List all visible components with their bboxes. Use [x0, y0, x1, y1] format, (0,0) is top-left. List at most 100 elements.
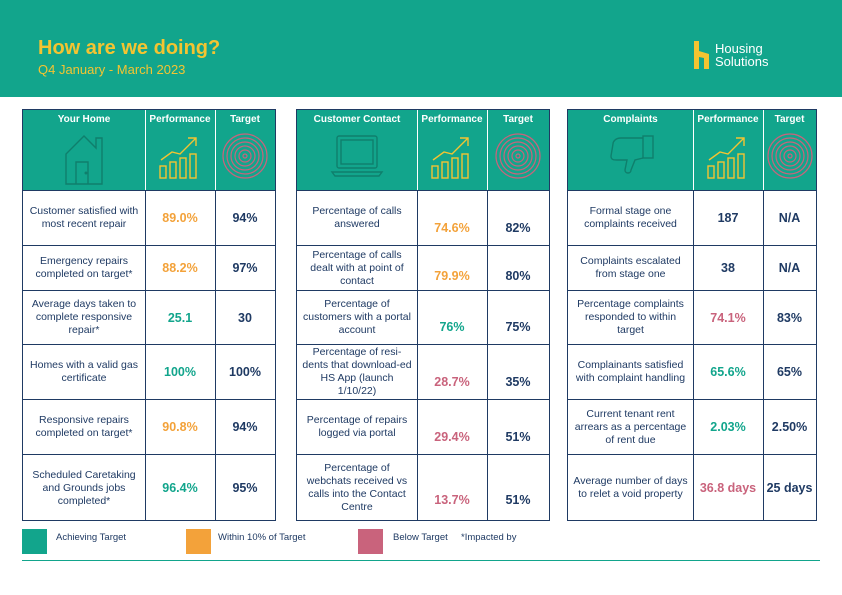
- table-row: Percentage of webchats received vs calls…: [297, 454, 549, 521]
- complaints-table: Complaints Performance Target Formal stage …: [567, 109, 817, 521]
- performance-label: Performance: [421, 114, 483, 125]
- legend-swatch-red: [358, 529, 383, 554]
- target-label: Target: [774, 114, 805, 125]
- measure-label: Homes with a valid gas certificate: [30, 359, 138, 384]
- measure-label: Percentage of webchats received vs calls…: [306, 462, 408, 513]
- target-icon: [221, 132, 269, 185]
- page-subtitle: Q4 January - March 2023: [38, 62, 186, 77]
- measure-label: Responsive repairs completed on target*: [35, 414, 133, 439]
- performance-value: 13.7%: [434, 492, 470, 507]
- target-icon: [494, 132, 542, 185]
- chart-icon: [706, 132, 750, 185]
- measure-label: Emergency repairs completed on target*: [35, 255, 133, 280]
- target-value: 2.50%: [771, 420, 808, 434]
- page-title: How are we doing?: [38, 37, 221, 59]
- performance-column-header: Performance: [693, 110, 763, 190]
- logo-mark-icon: [694, 41, 709, 69]
- performance-value: 74.6%: [434, 220, 470, 235]
- target-column-header: Target: [215, 110, 275, 190]
- table-header: Customer Contact Performance Target: [297, 110, 549, 190]
- target-column-header: Target: [763, 110, 816, 190]
- measure-label: Complainants satisfied with complaint ha…: [575, 359, 686, 384]
- housing-solutions-logo: Housing Solutions: [693, 41, 793, 71]
- table-row: Average days taken to complete responsiv…: [23, 290, 275, 344]
- legend-below-label: Below Target: [393, 532, 448, 543]
- performance-value: 76%: [439, 320, 465, 334]
- performance-value: 90.8%: [162, 420, 198, 434]
- target-column-header: Target: [487, 110, 549, 190]
- target-value: 97%: [232, 261, 258, 275]
- your-home-table: Your Home Performance Target Customer satis…: [22, 109, 276, 521]
- laptop-icon: [329, 132, 385, 185]
- measure-label: Customer satisfied with most recent repa…: [29, 205, 139, 230]
- target-value: 30: [238, 310, 252, 325]
- target-value: 51%: [505, 492, 531, 507]
- performance-value: 36.8 days: [699, 481, 757, 495]
- measure-label: Formal stage one complaints received: [584, 205, 677, 230]
- measure-label: Percentage complaints responded to withi…: [577, 298, 684, 336]
- measure-label: Percentage of repairs logged via portal: [306, 414, 408, 439]
- table-row: Percentage of repairs logged via portal 2…: [297, 399, 549, 454]
- header-banner: How are we doing? Q4 January - March 202…: [0, 0, 842, 97]
- measure-label: Percentage of customers with a portal ac…: [303, 298, 411, 336]
- table-row: Complaints escalated from stage one 38 N/A: [568, 245, 816, 290]
- performance-value: 79.9%: [434, 269, 470, 283]
- performance-value: 88.2%: [162, 261, 198, 275]
- performance-value: 100%: [164, 365, 196, 379]
- performance-value: 2.03%: [710, 420, 746, 434]
- table-row: Formal stage one complaints received 187 N…: [568, 190, 816, 245]
- measure-label: Complaints escalated from stage one: [580, 255, 681, 280]
- target-value: 25 days: [766, 481, 813, 495]
- customer-contact-table: Customer Contact Performance Target Percent…: [296, 109, 550, 521]
- performance-value: 74.1%: [710, 310, 746, 325]
- measure-label: Average number of days to relet a void p…: [573, 475, 688, 500]
- legend-note: *Impacted by: [461, 532, 517, 543]
- table-row: Percentage of calls dealt with at point …: [297, 245, 549, 290]
- measure-label: Percentage of resi-dents that download-e…: [302, 346, 412, 397]
- performance-label: Performance: [149, 114, 211, 125]
- logo-text-line1: Housing: [715, 41, 763, 56]
- target-value: 100%: [229, 365, 261, 379]
- performance-value: 187: [717, 211, 739, 225]
- table-row: Current tenant rent arrears as a percent…: [568, 399, 816, 454]
- measure-label: Percentage of calls answered: [312, 205, 402, 230]
- target-value: 65%: [776, 365, 803, 379]
- performance-value: 65.6%: [710, 365, 746, 379]
- target-label: Target: [230, 114, 260, 125]
- table-title: Complaints: [603, 114, 658, 125]
- target-label: Target: [503, 114, 533, 125]
- performance-value: 29.4%: [434, 429, 470, 444]
- target-value: 35%: [505, 374, 531, 389]
- table-row: Customer satisfied with most recent repa…: [23, 190, 275, 245]
- performance-column-header: Performance: [145, 110, 215, 190]
- table-row: Percentage complaints responded to withi…: [568, 290, 816, 344]
- target-value: 95%: [232, 481, 258, 495]
- house-icon: [62, 132, 106, 191]
- table-row: Responsive repairs completed on target* 9…: [23, 399, 275, 454]
- target-value: 94%: [232, 211, 258, 225]
- measure-label: Scheduled Caretaking and Grounds jobs co…: [32, 468, 136, 507]
- table-row: Scheduled Caretaking and Grounds jobs co…: [23, 454, 275, 521]
- target-value: 82%: [505, 220, 531, 235]
- target-value: N/A: [778, 261, 801, 275]
- target-value: N/A: [778, 211, 801, 225]
- target-icon: [766, 132, 814, 185]
- performance-value: 28.7%: [434, 374, 470, 389]
- table-row: Emergency repairs completed on target* 88…: [23, 245, 275, 290]
- performance-value: 38: [721, 261, 735, 275]
- table-row: Average number of days to relet a void p…: [568, 454, 816, 521]
- measure-column-header: Complaints: [568, 110, 693, 190]
- table-row: Percentage of resi-dents that download-e…: [297, 344, 549, 399]
- measure-column-header: Your Home: [23, 110, 145, 190]
- measure-label: Percentage of calls dealt with at point …: [310, 248, 404, 287]
- legend-within-label: Within 10% of Target: [218, 532, 306, 543]
- table-row: Percentage of calls answered 74.6% 82%: [297, 190, 549, 245]
- target-value: 51%: [505, 429, 531, 444]
- measure-label: Average days taken to complete responsiv…: [31, 298, 137, 336]
- performance-value: 89.0%: [162, 211, 198, 225]
- table-row: Percentage of customers with a portal ac…: [297, 290, 549, 344]
- performance-label: Performance: [697, 114, 759, 125]
- table-row: Homes with a valid gas certificate 100% 10…: [23, 344, 275, 399]
- chart-icon: [158, 132, 202, 185]
- legend-swatch-green: [22, 529, 47, 554]
